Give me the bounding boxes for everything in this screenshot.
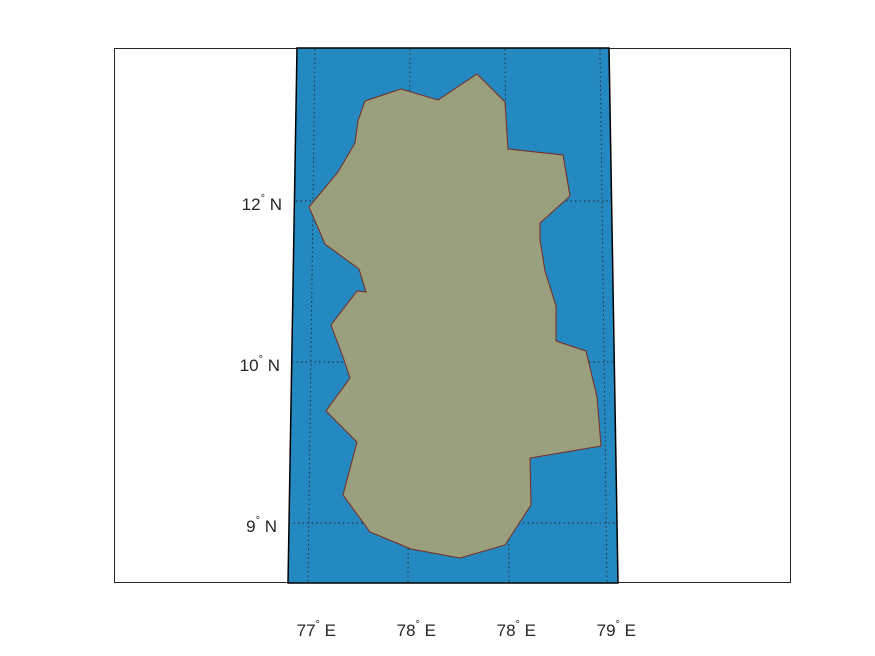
lon-tick-label: 78° E — [397, 619, 436, 640]
lon-tick-label: 78° E — [497, 619, 536, 640]
lat-tick-label: 10° N — [240, 354, 280, 375]
lon-tick-label: 79° E — [597, 619, 636, 640]
latitude-labels: 12° N 10° N 9° N — [240, 193, 282, 536]
graticule-meridian — [599, 48, 608, 583]
lon-tick-label: 77° E — [297, 619, 336, 640]
lat-tick-label: 12° N — [242, 193, 282, 214]
graticule-meridian — [307, 48, 316, 583]
land-region — [308, 73, 602, 559]
lat-tick-label: 9° N — [246, 515, 277, 536]
longitude-labels: 77° E 78° E 78° E 79° E — [297, 619, 636, 640]
